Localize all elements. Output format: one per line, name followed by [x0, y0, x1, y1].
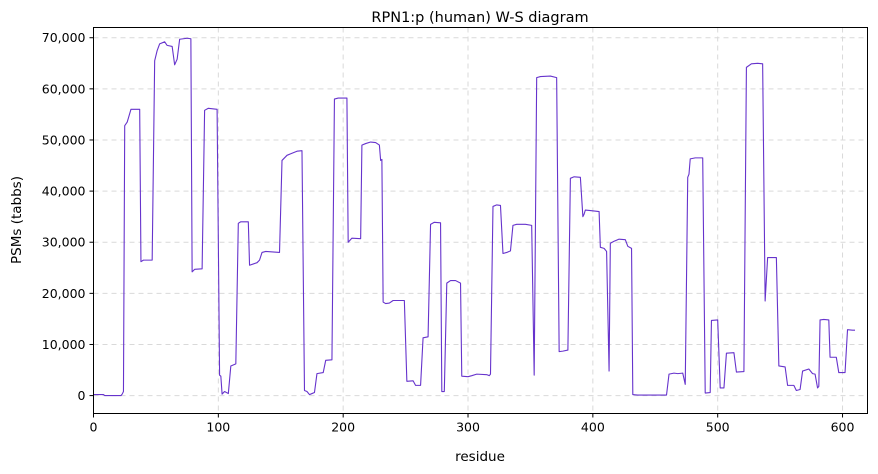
x-axis: 0 100 200 300 400 500 600 — [90, 413, 855, 435]
y-axis: 0 10,000 20,000 30,000 40,000 50,000 60,000 70,… — [42, 30, 94, 403]
x-tick-label: 200 — [331, 420, 355, 435]
x-tick-label: 0 — [90, 420, 98, 435]
grid-lines — [93, 27, 868, 414]
y-axis-label: PSMs (tabbs) — [9, 176, 25, 264]
y-tick-label: 70,000 — [42, 30, 86, 45]
x-tick-label: 500 — [706, 420, 730, 435]
y-tick-label: 60,000 — [42, 81, 86, 96]
x-axis-label: residue — [455, 449, 505, 465]
x-tick-label: 100 — [206, 420, 230, 435]
y-tick-label: 0 — [78, 388, 86, 403]
series-line — [93, 37, 856, 397]
y-tick-label: 20,000 — [42, 286, 86, 301]
y-tick-label: 30,000 — [42, 235, 86, 250]
plot-area — [93, 37, 856, 397]
chart-title: RPN1:p (human) W-S diagram — [371, 10, 588, 26]
y-tick-label: 50,000 — [42, 132, 86, 147]
y-tick-label: 10,000 — [42, 337, 86, 352]
y-tick-label: 40,000 — [42, 184, 86, 199]
x-tick-label: 400 — [581, 420, 605, 435]
plot-frame — [93, 27, 868, 414]
x-tick-label: 300 — [456, 420, 480, 435]
x-tick-label: 600 — [831, 420, 855, 435]
